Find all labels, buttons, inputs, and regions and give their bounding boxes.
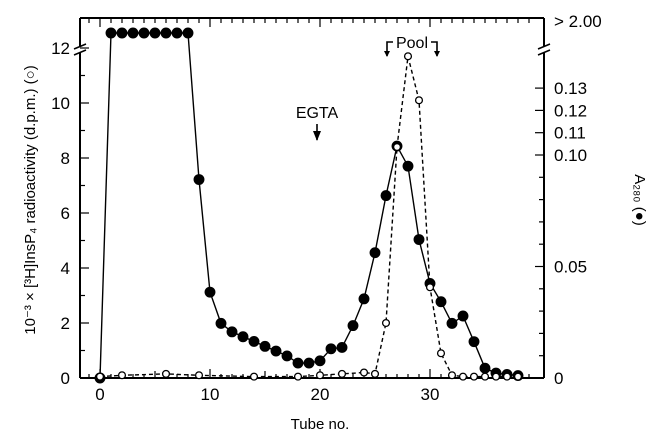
- x-tick-label: 10: [201, 385, 220, 404]
- data-point-a280: [127, 27, 139, 39]
- x-tick-label: 20: [311, 385, 330, 404]
- y-left-tick-label: 8: [61, 149, 70, 168]
- data-point-insp4: [359, 368, 369, 377]
- data-point-insp4: [480, 372, 490, 381]
- data-point-insp4: [436, 349, 446, 358]
- annotation-egta: EGTA: [296, 105, 339, 122]
- y-right-tick-label: 0.12: [554, 101, 587, 120]
- y-left-tick-label: 10: [51, 94, 70, 113]
- y-right-tick-label: 0.10: [554, 146, 587, 165]
- data-point-a280: [314, 355, 326, 367]
- data-point-insp4: [469, 372, 479, 381]
- data-point-insp4: [381, 318, 391, 328]
- data-point-a280: [182, 27, 194, 39]
- annotation-pool: Pool: [396, 35, 428, 52]
- data-point-a280: [237, 331, 249, 343]
- data-point-a280: [193, 174, 205, 185]
- y-left-tick-label: 2: [61, 314, 70, 333]
- pool-arrowhead-left: [384, 51, 390, 57]
- y-left-tick-label: 6: [61, 204, 70, 223]
- data-point-a280: [259, 340, 271, 352]
- data-point-a280: [358, 293, 370, 305]
- y-right-tick-label: 0.11: [554, 124, 586, 143]
- data-point-insp4: [513, 372, 523, 381]
- data-point-insp4: [403, 52, 413, 61]
- axis-break-mark: [73, 43, 87, 50]
- data-point-insp4: [502, 372, 512, 381]
- data-point-a280: [347, 320, 359, 332]
- y-axis-right-label: A₂₈₀ (●): [631, 174, 648, 226]
- data-point-insp4: [249, 372, 259, 381]
- data-point-a280: [292, 357, 304, 369]
- x-tick-label: 30: [421, 385, 440, 404]
- data-point-a280: [446, 317, 458, 329]
- data-point-a280: [226, 326, 238, 338]
- axis-break-mark: [73, 49, 87, 56]
- data-point-a280: [369, 247, 381, 259]
- data-point-a280: [325, 343, 337, 355]
- data-point-insp4: [95, 372, 105, 381]
- data-point-a280: [468, 336, 480, 348]
- data-point-a280: [138, 27, 150, 39]
- data-point-a280: [160, 27, 172, 39]
- data-point-a280: [105, 27, 117, 39]
- data-point-a280: [457, 310, 469, 322]
- data-point-a280: [435, 296, 447, 308]
- data-point-insp4: [337, 369, 347, 378]
- egta-arrowhead: [313, 131, 321, 141]
- y-right-tick-label: 0.13: [554, 79, 587, 98]
- axis-break-gap: [76, 47, 84, 53]
- data-point-a280: [336, 341, 348, 353]
- series-points: [94, 27, 524, 384]
- axis-break-mark: [537, 43, 551, 50]
- data-point-a280: [402, 160, 414, 172]
- data-point-a280: [116, 27, 128, 39]
- data-point-a280: [270, 345, 282, 357]
- data-point-insp4: [161, 369, 171, 378]
- annotations: EGTA Pool: [296, 35, 440, 141]
- data-point-insp4: [458, 372, 468, 381]
- data-point-a280: [171, 27, 183, 39]
- x-axis-label: Tube no.: [291, 416, 350, 433]
- data-point-a280: [248, 335, 260, 347]
- y-axis-left-label: 10⁻³ × [³H]InsP₄ radioactivity (d.p.m.) …: [22, 65, 39, 334]
- y-left-tick-label: 12: [51, 39, 70, 58]
- data-point-insp4: [117, 371, 127, 380]
- data-point-insp4: [194, 371, 204, 380]
- data-point-a280: [479, 362, 491, 374]
- axis-ticks: 0 10 20 30 0 2 4 6 8 10 12 0 0.05 0.10 0.11 0.12 0.13 > 2…: [51, 12, 602, 404]
- data-point-insp4: [491, 372, 501, 381]
- data-point-a280: [281, 350, 293, 362]
- axis-break-gap: [540, 47, 548, 53]
- data-point-a280: [303, 357, 315, 369]
- y-left-tick-label: 4: [61, 259, 70, 278]
- data-point-a280: [215, 317, 227, 329]
- y-right-tick-label: 0.05: [554, 258, 587, 277]
- data-point-a280: [204, 286, 216, 298]
- data-point-insp4: [293, 372, 303, 381]
- data-point-a280: [380, 190, 392, 202]
- data-point-insp4: [425, 283, 435, 292]
- data-point-insp4: [392, 142, 402, 152]
- data-point-insp4: [315, 371, 325, 380]
- data-point-insp4: [447, 371, 457, 380]
- x-tick-label: 0: [95, 385, 104, 404]
- data-point-insp4: [370, 369, 380, 378]
- data-point-insp4: [414, 96, 424, 105]
- data-point-a280: [149, 27, 161, 39]
- data-point-a280: [413, 234, 425, 245]
- pool-arrowhead-right: [434, 51, 440, 57]
- axis-break-mark: [537, 49, 551, 56]
- axes: [73, 17, 551, 379]
- y-right-tick-label: > 2.00: [554, 12, 602, 31]
- y-right-tick-label: 0: [554, 369, 563, 388]
- y-left-tick-label: 0: [61, 369, 70, 388]
